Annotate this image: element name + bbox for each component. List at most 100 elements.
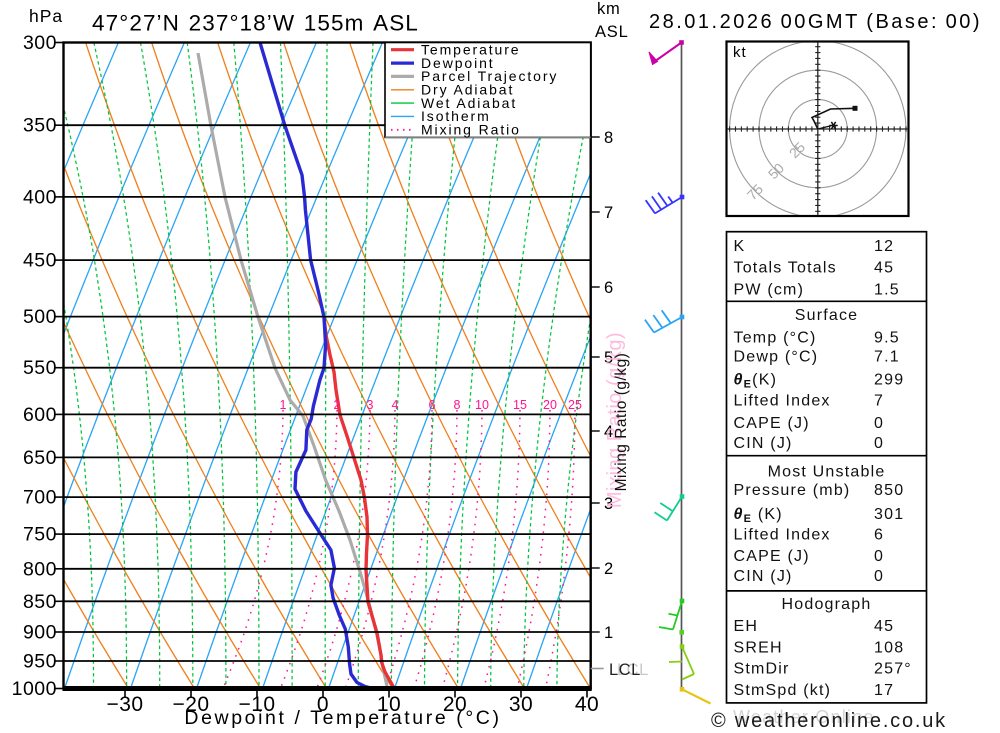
svg-text:CIN (J): CIN (J)	[734, 435, 793, 452]
svg-text:7: 7	[874, 392, 884, 409]
svg-text:1.5: 1.5	[874, 282, 900, 299]
svg-text:25: 25	[568, 398, 582, 412]
svg-text:700: 700	[23, 487, 57, 509]
svg-text:CAPE (J): CAPE (J)	[734, 548, 810, 565]
svg-text:0: 0	[317, 693, 329, 716]
svg-text:EH: EH	[734, 618, 759, 635]
svg-text:6: 6	[429, 398, 436, 412]
svg-text:10: 10	[475, 398, 489, 412]
svg-text:3: 3	[367, 398, 374, 412]
svg-text:Temperature: Temperature	[421, 42, 521, 58]
svg-text:3: 3	[604, 495, 613, 513]
svg-text:0: 0	[874, 415, 884, 432]
svg-text:Most Unstable: Most Unstable	[768, 464, 886, 481]
svg-text:7: 7	[604, 204, 613, 222]
svg-text:500: 500	[23, 306, 57, 328]
svg-text:47°27’N 237°18’W 155m ASL: 47°27’N 237°18’W 155m ASL	[92, 11, 419, 36]
svg-text:0: 0	[874, 435, 884, 452]
svg-text:1: 1	[604, 624, 613, 642]
svg-text:Mixing Ratio (g/kg): Mixing Ratio (g/kg)	[613, 353, 630, 492]
svg-text:6: 6	[874, 527, 884, 544]
svg-text:Weather Online: Weather Online	[733, 707, 875, 727]
svg-text:PW (cm): PW (cm)	[734, 282, 805, 299]
svg-text:45: 45	[874, 260, 894, 277]
svg-text:Dewp (°C): Dewp (°C)	[734, 349, 819, 366]
svg-text:Mixing Ratio (g/kg): Mixing Ratio (g/kg)	[604, 332, 626, 508]
svg-text:10: 10	[377, 693, 401, 716]
svg-text:17: 17	[874, 682, 894, 699]
svg-text:450: 450	[23, 250, 57, 272]
svg-text:900: 900	[23, 622, 57, 644]
svg-text:301: 301	[874, 506, 904, 523]
svg-text:km: km	[597, 0, 621, 18]
svg-text:0: 0	[874, 548, 884, 565]
svg-text:SREH: SREH	[734, 639, 783, 656]
svg-text:40: 40	[575, 693, 599, 716]
svg-text:LCL: LCL	[617, 661, 649, 679]
svg-text:0: 0	[874, 568, 884, 585]
svg-text:28.01.2026 00GMT (Base: 00): 28.01.2026 00GMT (Base: 00)	[649, 11, 982, 33]
svg-text:LCL: LCL	[609, 661, 641, 679]
svg-text:CIN (J): CIN (J)	[734, 568, 793, 585]
svg-text:45: 45	[874, 618, 894, 635]
svg-text:8: 8	[454, 398, 461, 412]
svg-text:950: 950	[23, 651, 57, 673]
svg-text:1000: 1000	[12, 678, 57, 700]
svg-text:15: 15	[513, 398, 527, 412]
svg-text:−20: −20	[172, 693, 209, 716]
svg-text:Totals Totals: Totals Totals	[734, 260, 837, 277]
svg-text:Temp (°C): Temp (°C)	[734, 329, 817, 346]
svg-text:CAPE (J): CAPE (J)	[734, 415, 810, 432]
svg-text:K: K	[734, 238, 746, 255]
svg-text:Dewpoint: Dewpoint	[421, 55, 495, 71]
svg-text:8: 8	[604, 129, 613, 147]
svg-text:4: 4	[604, 423, 613, 441]
svg-text:θE(K): θE(K)	[734, 371, 778, 390]
svg-text:Surface: Surface	[795, 307, 859, 324]
svg-text:550: 550	[23, 357, 57, 379]
svg-text:Wet Adiabat: Wet Adiabat	[421, 95, 517, 111]
svg-text:Dewpoint / Temperature (°C): Dewpoint / Temperature (°C)	[184, 707, 501, 729]
svg-text:300: 300	[23, 32, 57, 54]
svg-text:12: 12	[874, 238, 894, 255]
svg-text:hPa: hPa	[29, 6, 63, 26]
svg-text:© weatheronline.co.uk: © weatheronline.co.uk	[711, 710, 947, 732]
svg-text:600: 600	[23, 404, 57, 426]
svg-text:108: 108	[874, 639, 904, 656]
svg-text:299: 299	[874, 371, 904, 388]
svg-text:ASL: ASL	[595, 23, 629, 41]
svg-text:kt: kt	[733, 44, 747, 61]
svg-text:−10: −10	[238, 693, 275, 716]
svg-text:Mixing Ratio: Mixing Ratio	[421, 122, 521, 138]
svg-text:θE (K): θE (K)	[734, 506, 783, 525]
svg-text:650: 650	[23, 447, 57, 469]
svg-text:Hodograph: Hodograph	[782, 596, 872, 613]
svg-text:Dry Adiabat: Dry Adiabat	[421, 82, 514, 98]
svg-text:750: 750	[23, 524, 57, 546]
svg-text:StmSpd (kt): StmSpd (kt)	[734, 682, 832, 699]
svg-text:2: 2	[604, 560, 613, 578]
svg-text:400: 400	[23, 186, 57, 208]
svg-text:Lifted Index: Lifted Index	[734, 527, 831, 544]
svg-text:350: 350	[23, 115, 57, 137]
svg-text:StmDir: StmDir	[734, 661, 790, 678]
svg-text:Pressure (mb): Pressure (mb)	[734, 482, 851, 499]
svg-text:Isotherm: Isotherm	[421, 108, 491, 124]
svg-text:Parcel Trajectory: Parcel Trajectory	[421, 68, 558, 84]
svg-text:4: 4	[392, 398, 399, 412]
svg-text:20: 20	[543, 398, 557, 412]
svg-text:Lifted Index: Lifted Index	[734, 392, 831, 409]
svg-text:9.5: 9.5	[874, 329, 900, 346]
svg-text:800: 800	[23, 558, 57, 580]
svg-text:850: 850	[874, 482, 904, 499]
svg-text:2: 2	[334, 398, 341, 412]
svg-text:20: 20	[443, 693, 467, 716]
svg-text:30: 30	[509, 693, 533, 716]
svg-text:850: 850	[23, 591, 57, 613]
svg-text:257°: 257°	[874, 661, 912, 678]
svg-text:6: 6	[604, 279, 613, 297]
svg-text:5: 5	[604, 349, 613, 367]
svg-text:1: 1	[280, 398, 287, 412]
svg-text:7.1: 7.1	[874, 349, 900, 366]
svg-text:−30: −30	[106, 693, 143, 716]
